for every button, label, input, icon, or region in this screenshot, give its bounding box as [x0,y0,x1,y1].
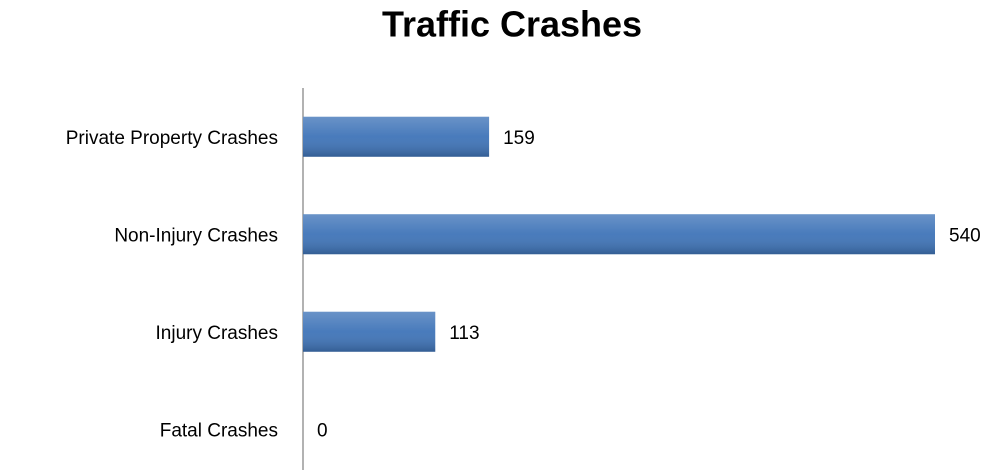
data-label: 540 [949,225,981,246]
chart-title: Traffic Crashes [382,4,642,45]
y-tick-label: Non-Injury Crashes [114,225,278,246]
bar-shade [303,214,935,255]
data-label: 159 [503,128,535,149]
data-label: 113 [449,323,479,344]
bar-shade [303,116,490,157]
y-tick-label: Injury Crashes [156,323,279,344]
bar-shade [303,311,436,352]
data-label: 0 [317,420,328,441]
y-tick-label: Private Property Crashes [66,128,278,149]
y-tick-label: Fatal Crashes [160,420,278,441]
